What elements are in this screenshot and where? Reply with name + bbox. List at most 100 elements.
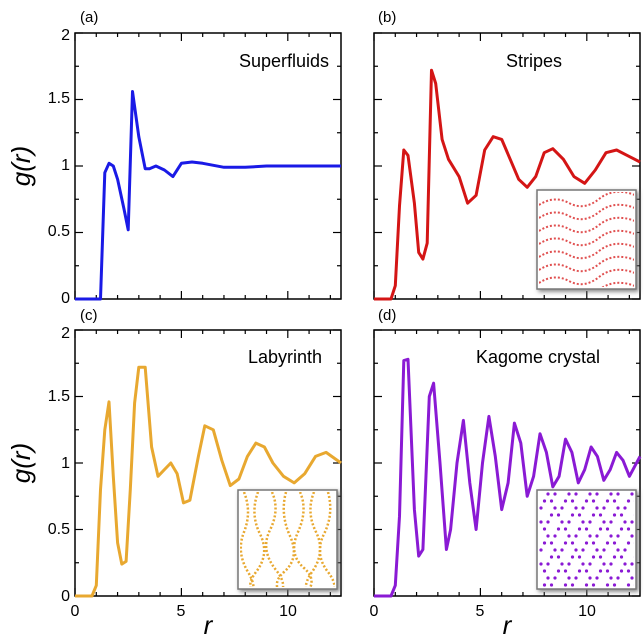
y-axis-label: g(r) — [6, 146, 36, 186]
y-axis-label: g(r) — [6, 443, 36, 483]
kagome-dot — [619, 513, 624, 517]
x-axis-label: r — [204, 610, 214, 636]
kagome-dot — [588, 492, 592, 496]
y-tick-label: 0.5 — [48, 521, 70, 538]
kagome-dot — [560, 548, 564, 552]
kagome-dot — [616, 506, 620, 510]
kagome-dot — [584, 541, 589, 545]
kagome-dot — [588, 520, 592, 524]
kagome-dot — [556, 527, 561, 531]
kagome-dot — [623, 506, 627, 510]
kagome-dot — [616, 492, 620, 496]
x-axis-label: r — [503, 610, 513, 636]
kagome-dot — [546, 492, 550, 496]
kagome-dot — [563, 541, 568, 545]
kagome-dot — [577, 555, 582, 559]
kagome-dot — [633, 542, 634, 544]
kagome-dot — [581, 506, 585, 510]
kagome-dot — [609, 576, 613, 580]
kagome-dot — [556, 555, 561, 559]
kagome-dot — [584, 583, 589, 587]
kagome-dot — [595, 506, 599, 510]
y-tick-label: 2 — [61, 27, 70, 44]
kagome-dot — [577, 527, 582, 531]
kagome-dot — [567, 492, 571, 496]
kagome-dot — [612, 541, 617, 545]
kagome-dot — [598, 569, 603, 573]
kagome-dot — [542, 527, 547, 531]
y-tick-label: 0 — [61, 290, 70, 307]
kagome-dot — [549, 541, 554, 545]
kagome-dot — [595, 548, 599, 552]
kagome-dot — [626, 541, 631, 545]
kagome-dot — [549, 513, 554, 517]
panel-d: 0 5 10 (d) Kagome crystal — [370, 307, 642, 620]
kagome-dot — [567, 576, 571, 580]
axis-ticks — [373, 32, 640, 300]
kagome-dot — [563, 583, 568, 587]
panel-b: (b) Stripes — [373, 9, 641, 301]
kagome-dot — [595, 534, 599, 538]
kagome-dot — [588, 534, 592, 538]
kagome-dot — [539, 506, 543, 510]
kagome-dot — [546, 576, 550, 580]
kagome-dot — [630, 576, 634, 580]
kagome-dot — [626, 583, 631, 587]
kagome-dot — [595, 492, 599, 496]
kagome-dot — [553, 506, 557, 510]
kagome-dot — [612, 499, 617, 503]
panel-c: 0 0.5 1 1.5 2 0 5 10 (c) Laby — [48, 307, 342, 620]
kagome-dot — [570, 555, 575, 559]
x-tick-labels: 0 5 10 — [370, 603, 596, 620]
axis-ticks — [74, 329, 341, 597]
panel-title: Superfluids — [239, 51, 329, 71]
kagome-dot — [563, 499, 568, 503]
kagome-dot — [591, 555, 596, 559]
kagome-dot — [619, 527, 624, 531]
kagome-dot — [602, 520, 606, 524]
x-tick-label: 5 — [177, 603, 186, 620]
kagome-dot — [630, 534, 634, 538]
kagome-dot — [630, 562, 634, 566]
kagome-dot — [563, 527, 568, 531]
kagome-dot — [626, 527, 631, 531]
series-line-kagome — [374, 357, 642, 598]
kagome-dot — [574, 576, 578, 580]
kagome-dot — [591, 513, 596, 517]
kagome-dot — [616, 534, 620, 538]
kagome-dot — [623, 562, 627, 566]
panel-title: Labyrinth — [248, 347, 322, 367]
kagome-dot — [619, 555, 624, 559]
kagome-dot — [567, 562, 571, 566]
y-tick-label: 1.5 — [48, 388, 70, 405]
panel-title: Kagome crystal — [476, 347, 600, 367]
panel-title: Stripes — [506, 51, 562, 71]
kagome-dot — [612, 555, 617, 559]
kagome-dot — [539, 562, 543, 566]
kagome-dot — [556, 569, 561, 573]
series-line-superfluids — [75, 90, 341, 301]
kagome-dot — [570, 583, 575, 587]
panel-label: (d) — [378, 307, 396, 324]
x-tick-labels: 0 5 10 — [71, 603, 297, 620]
panel-a: 0 0.5 1 1.5 2 (a) Superfluids — [48, 9, 342, 307]
kagome-dot — [633, 500, 634, 502]
kagome-dot — [598, 513, 603, 517]
x-tick-label: 0 — [370, 603, 379, 620]
kagome-dot — [574, 506, 578, 510]
kagome-dot — [623, 520, 627, 524]
x-tick-label: 5 — [476, 603, 485, 620]
x-tick-label: 0 — [71, 603, 80, 620]
kagome-dot — [549, 499, 554, 503]
kagome-dot — [539, 548, 543, 552]
kagome-dot — [553, 492, 557, 496]
kagome-dot — [549, 555, 554, 559]
kagome-dot — [626, 499, 631, 503]
kagome-dot — [619, 569, 624, 573]
kagome-dot — [602, 548, 606, 552]
kagome-dot — [553, 534, 557, 538]
kagome-dot — [546, 534, 550, 538]
kagome-dot — [616, 548, 620, 552]
kagome-dot — [570, 499, 575, 503]
kagome-dot — [581, 562, 585, 566]
